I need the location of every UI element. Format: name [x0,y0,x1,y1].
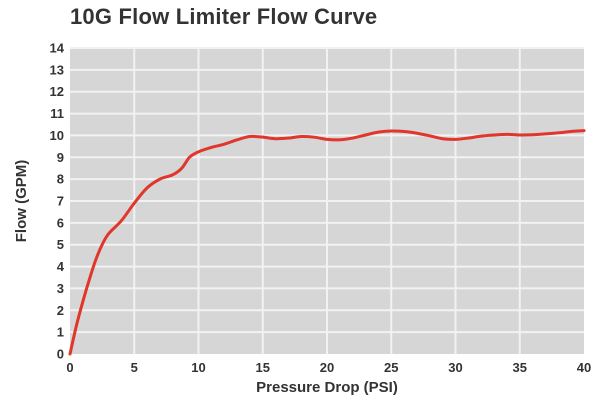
y-tick-label: 14 [50,41,65,56]
series-line-flow-curve [68,129,586,356]
x-tick-label: 0 [66,360,73,375]
y-axis-label: Flow (GPM) [13,160,30,243]
x-tick-labels: 0 5 10 15 20 25 30 35 40 [66,360,591,375]
x-tick-label: 30 [448,360,462,375]
x-tick-label: 15 [256,360,270,375]
y-tick-label: 11 [50,106,64,121]
x-tick-label: 10 [191,360,205,375]
x-tick-label: 40 [577,360,591,375]
x-axis-label: Pressure Drop (PSI) [256,379,398,396]
y-tick-label: 6 [57,215,64,230]
y-tick-label: 1 [57,325,64,340]
y-tick-label: 10 [50,128,64,143]
y-tick-label: 8 [57,172,64,187]
x-tick-label: 20 [320,360,334,375]
y-tick-label: 9 [57,150,64,165]
y-tick-label: 5 [57,237,64,252]
grid-layer [70,47,584,354]
y-tick-label: 12 [50,84,64,99]
y-tick-label: 4 [57,259,65,274]
y-tick-label: 7 [57,194,64,209]
y-tick-label: 2 [57,303,64,318]
x-tick-label: 25 [384,360,398,375]
chart-title: 10G Flow Limiter Flow Curve [70,4,378,29]
y-tick-label: 0 [57,347,64,362]
x-tick-label: 5 [131,360,138,375]
y-tick-label: 13 [50,62,64,77]
x-tick-label: 35 [513,360,527,375]
y-tick-label: 3 [57,281,64,296]
